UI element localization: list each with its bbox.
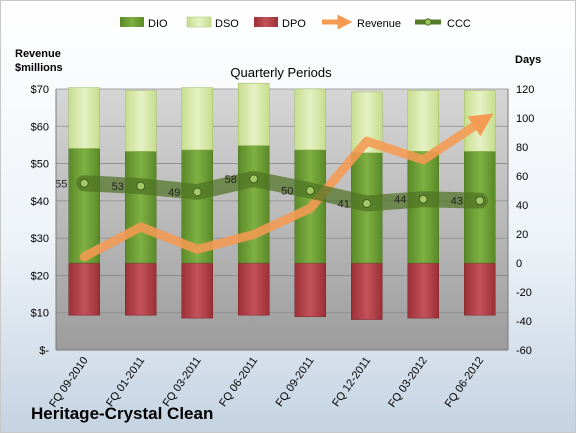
bar-dpo <box>351 262 383 320</box>
y-left-tick-label: $60 <box>31 121 49 133</box>
y-left-label-line1: Revenue <box>15 48 61 60</box>
x-tick-label: FQ 01-2011 <box>104 355 147 409</box>
ccc-point <box>136 181 146 191</box>
legend-label-dio: DIO <box>148 18 168 30</box>
bar-dio <box>68 148 100 264</box>
legend-swatch-dso <box>186 16 212 28</box>
revenue-line <box>79 113 494 262</box>
y-right-tick-label: 40 <box>516 200 528 212</box>
legend-label-revenue: Revenue <box>357 18 401 30</box>
bar-dso <box>238 82 270 146</box>
y-right-tick-label: 0 <box>516 258 522 270</box>
bar-dpo <box>125 262 157 316</box>
bar-dso <box>407 90 439 152</box>
bar-dio <box>125 151 157 264</box>
bar-dpo <box>181 262 213 319</box>
y-right-tick-label: -40 <box>516 316 532 328</box>
y-left-label-line2: $millions <box>15 62 63 74</box>
bar-dso <box>125 90 157 152</box>
bar-dio <box>238 145 270 264</box>
y-right-tick-label: -60 <box>516 345 532 357</box>
chart-title: Quarterly Periods <box>230 65 332 80</box>
legend-swatch-dio <box>120 17 144 27</box>
bar-dpo <box>407 262 439 319</box>
y-right-tick-label: -20 <box>516 287 532 299</box>
y-left-tick-label: $40 <box>31 196 49 208</box>
x-tick-label: FQ 06-2012 <box>443 355 487 410</box>
x-tick-label: FQ 03-2012 <box>386 355 430 410</box>
y-right-tick-label: 20 <box>516 229 528 241</box>
ccc-point <box>79 178 89 188</box>
y-left-tick-label: $10 <box>31 308 49 320</box>
lines: 55 53 49 58 50 41 44 43 <box>55 113 494 262</box>
y-left-tick-label: $70 <box>31 84 49 96</box>
x-tick-label: FQ 09-2011 <box>274 355 317 409</box>
bars <box>68 82 496 320</box>
bar-dso <box>294 88 326 151</box>
ccc-data-label: 50 <box>281 186 293 198</box>
ccc-data-label: 44 <box>394 194 406 206</box>
y-left-tick-label: $30 <box>31 233 49 245</box>
ccc-point <box>249 174 259 184</box>
ccc-line <box>76 170 488 212</box>
legend-label-dso: DSO <box>215 18 239 30</box>
bar-dpo <box>464 262 496 316</box>
x-tick-label: FQ 12-2011 <box>330 355 373 409</box>
ccc-data-label: 41 <box>338 199 350 211</box>
x-tick-label: FQ 09-2010 <box>47 355 91 410</box>
ccc-data-label: 49 <box>168 187 180 199</box>
ccc-point <box>362 199 372 209</box>
ccc-data-label: 55 <box>55 178 67 190</box>
bar-dso <box>68 87 100 149</box>
company-name: Heritage-Crystal Clean <box>31 404 214 423</box>
x-tick-label: FQ 03-2011 <box>161 355 204 409</box>
y-right-label: Days <box>515 54 541 66</box>
legend-label-dpo: DPO <box>282 18 306 30</box>
legend-swatch-dpo <box>254 17 278 27</box>
bar-dso <box>181 87 213 151</box>
y-right-tick-label: 120 <box>516 84 534 96</box>
y-right-tick-label: 60 <box>516 171 528 183</box>
ccc-point <box>305 186 315 195</box>
ccc-point <box>475 196 485 206</box>
ccc-data-label: 43 <box>451 196 463 208</box>
legend-marker-ccc <box>424 18 432 26</box>
legend-label-ccc: CCC <box>447 18 471 30</box>
y-left-tick-label: $50 <box>31 159 49 171</box>
x-tick-label: FQ 06-2011 <box>217 355 260 409</box>
y-right-tick-label: 100 <box>516 113 534 125</box>
bar-dpo <box>294 262 326 317</box>
y-left-tick-label: $20 <box>31 270 49 282</box>
ccc-data-label: 58 <box>225 174 237 186</box>
ccc-point <box>192 187 202 197</box>
y-right-tick-label: 80 <box>516 142 528 154</box>
legend: DIO DSO DPO Revenue CCC <box>120 14 471 30</box>
ccc-data-label: 53 <box>112 181 124 193</box>
bar-dpo <box>68 262 100 316</box>
bar-dpo <box>238 262 270 316</box>
ccc-point <box>418 194 428 204</box>
y-left-tick-label: $- <box>39 345 49 357</box>
